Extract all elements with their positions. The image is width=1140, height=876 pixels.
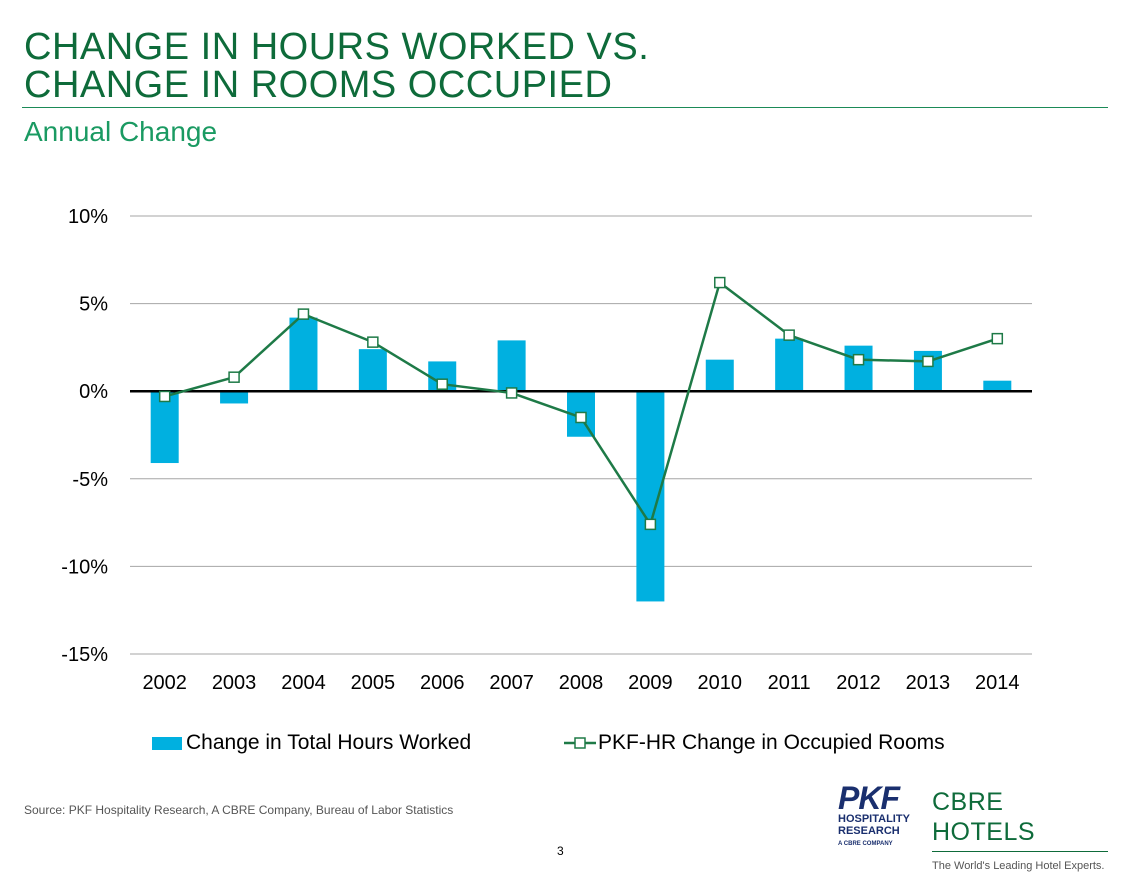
x-tick-label: 2014	[975, 672, 1020, 694]
x-tick-label: 2004	[281, 672, 326, 694]
x-tick-label: 2012	[836, 672, 881, 694]
bar-hours-worked-2007	[497, 340, 526, 392]
page-number: 3	[557, 844, 564, 858]
bar-hours-worked-2012	[844, 345, 873, 392]
source-note: Source: PKF Hospitality Research, A CBRE…	[24, 803, 454, 817]
y-tick-label: 10%	[68, 206, 108, 228]
marker-occupied-rooms-2014	[991, 332, 1004, 345]
x-tick-label: 2009	[628, 672, 673, 694]
bar-hours-worked-2010	[705, 359, 734, 392]
marker-occupied-rooms-2007	[505, 387, 518, 399]
y-tick-label: 5%	[79, 294, 108, 316]
bar-hours-worked-2009	[636, 391, 665, 602]
marker-occupied-rooms-2011	[783, 329, 795, 341]
y-axis-ticks: 10% 5% 0% -5% -10% -15%	[61, 206, 108, 666]
bar-hours-worked-2002	[150, 391, 179, 464]
bar-hours-worked-2011	[775, 338, 804, 392]
x-tick-label: 2003	[212, 672, 257, 694]
marker-occupied-rooms-2006	[436, 378, 448, 390]
cbre-hotels-logo: CBRE HOTELS The World's Leading Hotel Ex…	[932, 787, 1108, 872]
x-tick-label: 2013	[906, 672, 951, 694]
marker-occupied-rooms-2005	[367, 336, 379, 348]
gridlines	[130, 215, 1032, 655]
pkf-logo-line3: A CBRE COMPANY	[838, 841, 893, 847]
legend-swatch-line	[564, 737, 596, 749]
line-series-occupied-rooms	[158, 276, 1004, 531]
bar-hours-worked-2014	[983, 380, 1012, 392]
pkf-logo-mark: PKF	[838, 780, 900, 816]
y-tick-label: 0%	[79, 381, 108, 403]
y-tick-label: -15%	[61, 644, 108, 666]
legend-item-occupied-rooms: PKF-HR Change in Occupied Rooms	[564, 731, 945, 755]
marker-occupied-rooms-2012	[852, 353, 865, 366]
chart-legend: Change in Total Hours Worked PKF-HR Chan…	[0, 731, 1140, 757]
bar-hours-worked-2004	[289, 317, 318, 392]
combo-chart: 10%5%0%-5%-10%-15% 2002 2003 2004 2005 2006 2…	[61, 206, 1032, 694]
legend-label-occupied-rooms: PKF-HR Change in Occupied Rooms	[598, 731, 945, 754]
marker-occupied-rooms-2004	[297, 308, 310, 320]
legend-item-hours-worked: Change in Total Hours Worked	[152, 731, 471, 755]
bar-hours-worked-2003	[220, 391, 249, 404]
pkf-logo: PKF HOSPITALITY RESEARCH A CBRE COMPANY	[838, 780, 918, 847]
x-axis-ticks: 2002 2003 2004 2005 2006 2007 2008 2009 2010 2011…	[142, 672, 1019, 694]
slide-subtitle: Annual Change	[24, 116, 218, 147]
x-tick-label: 2002	[142, 672, 187, 694]
legend-label-hours-worked: Change in Total Hours Worked	[186, 731, 472, 754]
x-tick-label: 2005	[351, 672, 396, 694]
marker-occupied-rooms-2008	[575, 411, 587, 424]
y-tick-label: -10%	[61, 556, 108, 578]
x-tick-label: 2006	[420, 672, 465, 694]
marker-occupied-rooms-2009	[644, 518, 657, 531]
marker-occupied-rooms-2010	[714, 276, 726, 289]
marker-occupied-rooms-2013	[922, 355, 934, 368]
pkf-logo-line1: HOSPITALITY	[838, 813, 910, 825]
cbre-logo-mark: CBRE HOTELS	[932, 788, 1036, 846]
title-divider	[22, 107, 1108, 108]
x-tick-label: 2008	[559, 672, 604, 694]
cbre-logo-tagline: The World's Leading Hotel Experts.	[932, 860, 1105, 872]
slide-title-line1: CHANGE IN HOURS WORKED VS.	[24, 26, 650, 68]
y-tick-label: -5%	[72, 469, 108, 491]
x-tick-label: 2007	[489, 672, 534, 694]
x-tick-label: 2011	[768, 672, 811, 694]
marker-occupied-rooms-2002	[158, 390, 171, 403]
bar-hours-worked-2005	[358, 349, 387, 392]
slide-title: CHANGE IN HOURS WORKED VS. CHANGE IN ROO…	[24, 28, 649, 104]
slide-title-line2: CHANGE IN ROOMS OCCUPIED	[24, 64, 613, 106]
marker-occupied-rooms-2003	[228, 371, 240, 383]
pkf-logo-line2: RESEARCH	[838, 825, 900, 837]
cbre-logo-rule	[932, 851, 1108, 852]
legend-swatch-bar	[152, 736, 182, 750]
x-tick-label: 2010	[698, 672, 743, 694]
